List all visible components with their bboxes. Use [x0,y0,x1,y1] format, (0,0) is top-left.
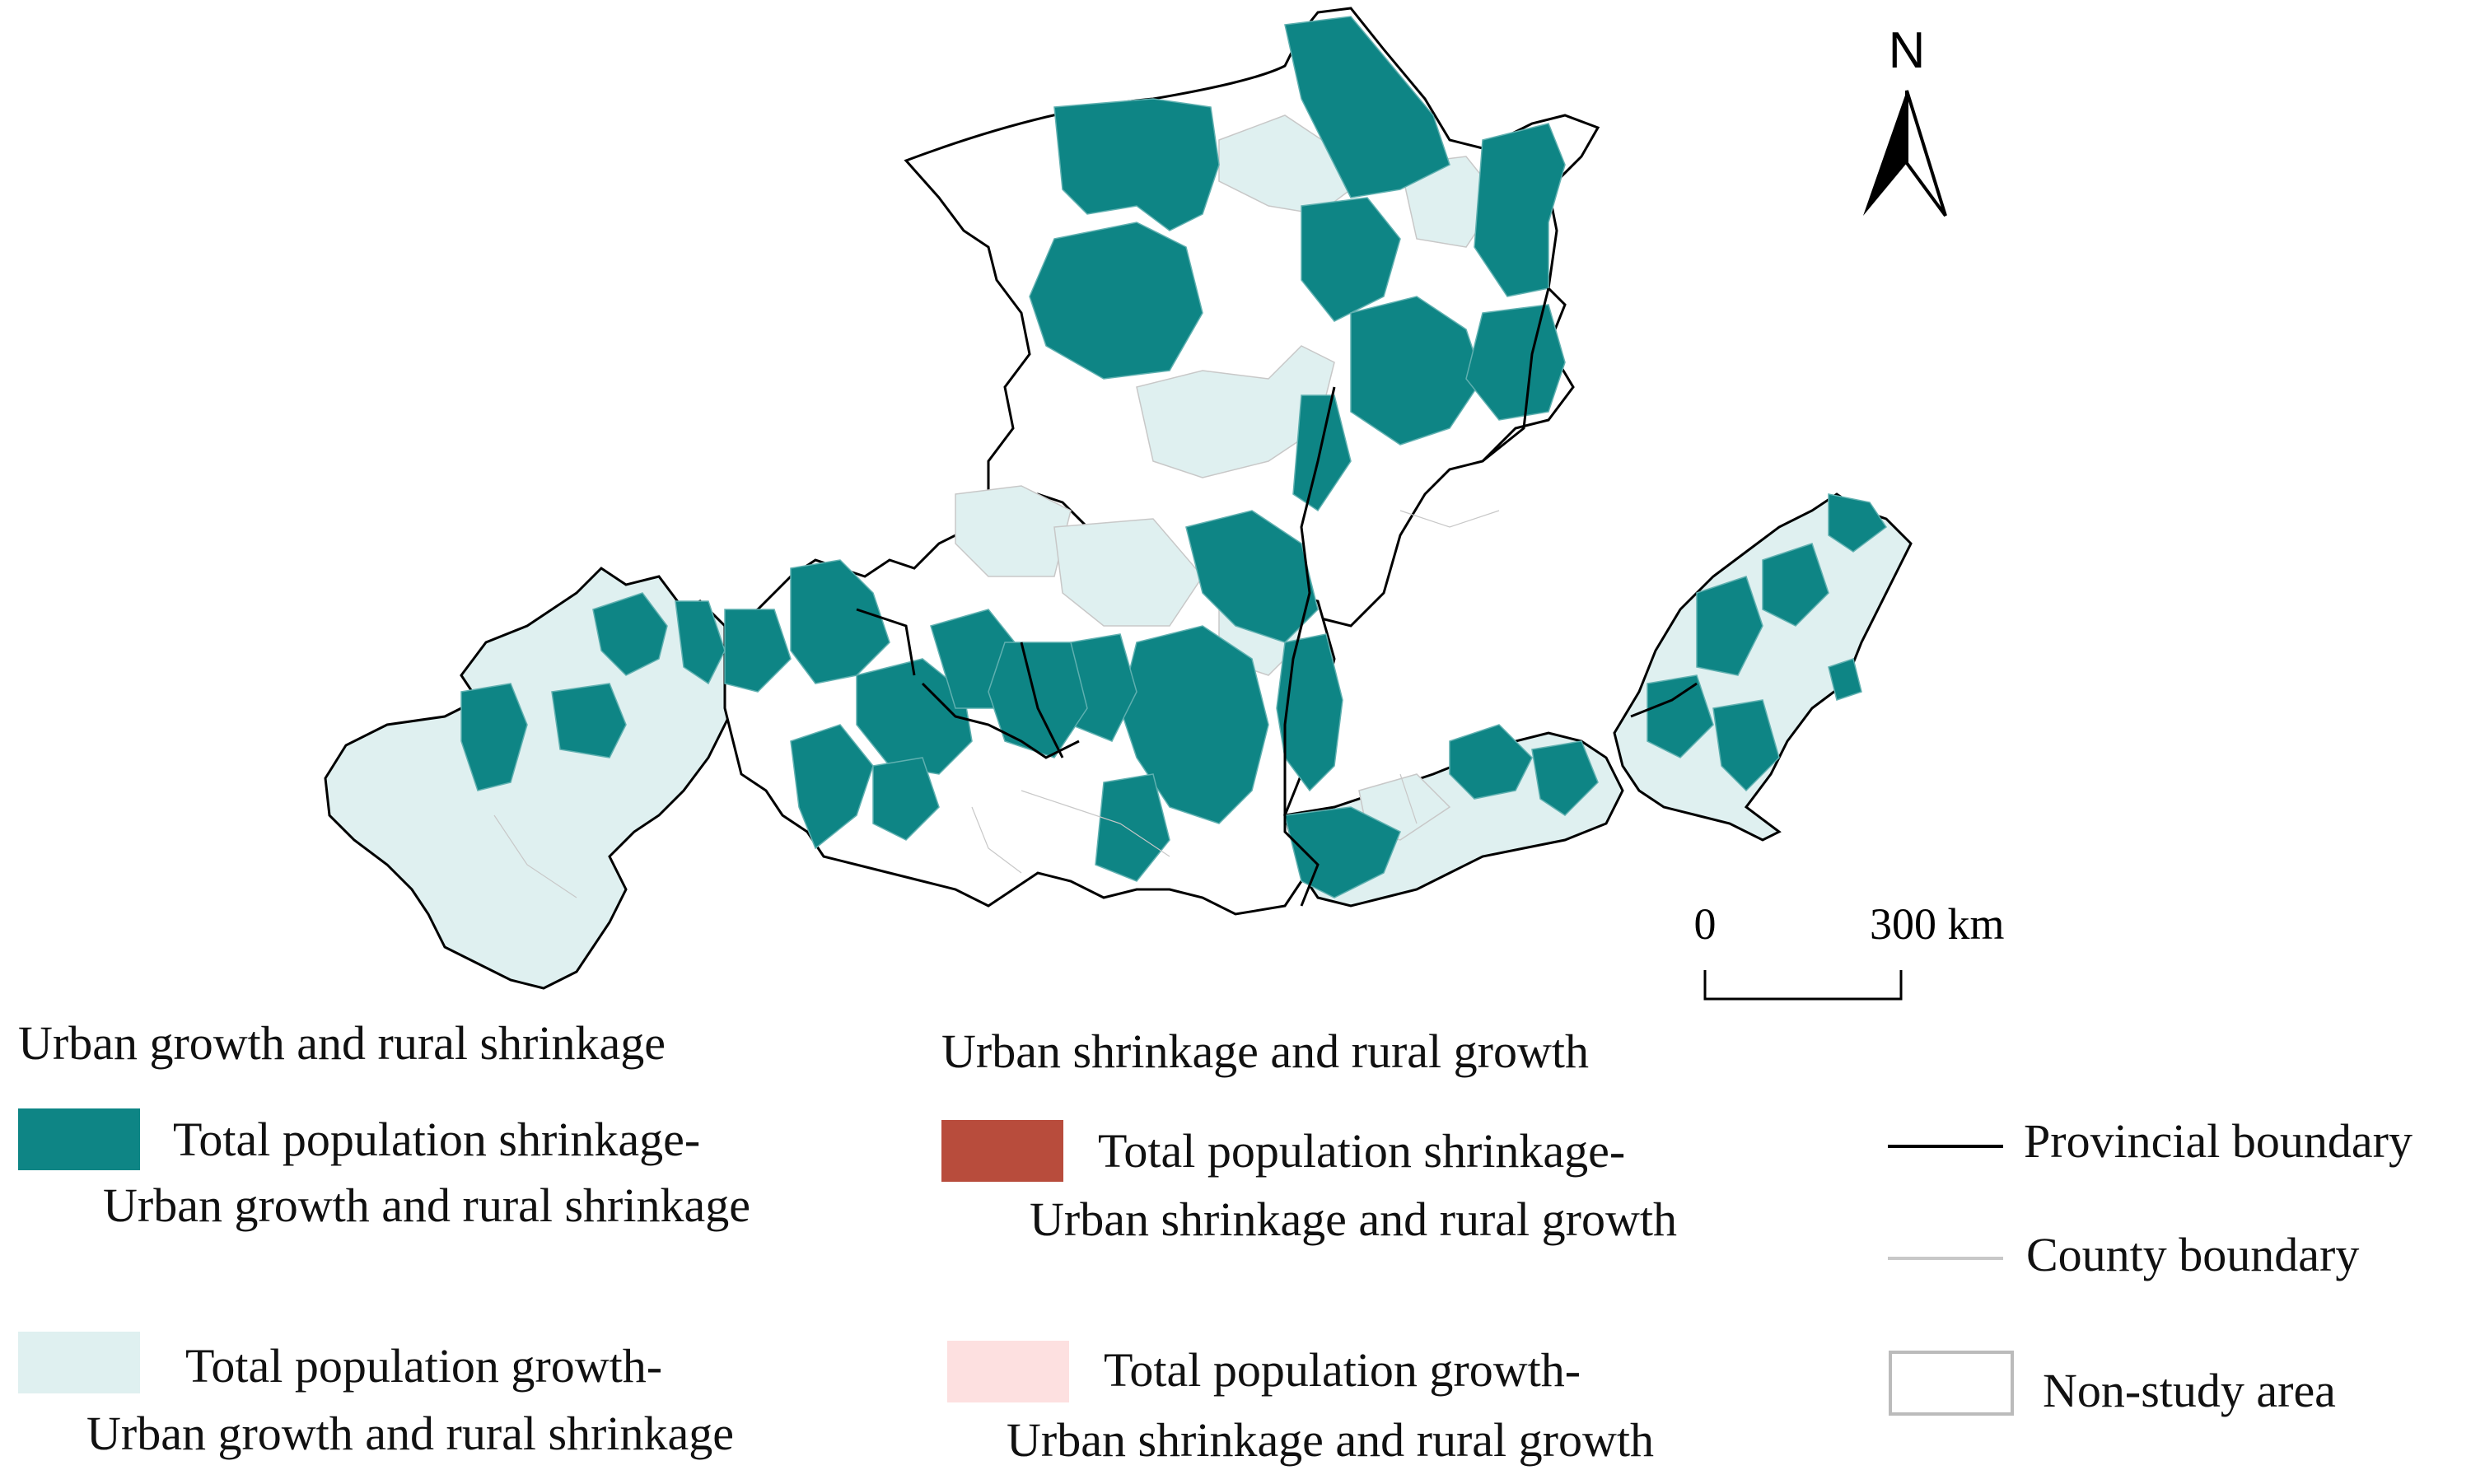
provincial-boundary-shaanxi-shanxi [1283,386,1336,907]
legend-item-3-line1: Total population shrinkage- [1098,1124,1626,1178]
shrink-area-n6 [1350,296,1483,446]
shrink-area-e6 [1828,658,1862,701]
shrink-area-e4 [1712,699,1780,792]
legend-county-label: County boundary [2026,1228,2360,1281]
shrink-area-se-1 [1449,724,1533,800]
shrink-area-far-west-3 [592,592,668,676]
county-boundaries [493,510,1500,898]
legend-item-4-line2: Urban shrinkage and rural growth [1007,1413,1654,1467]
legend-group-left-title: Urban growth and rural shrinkage [18,1016,666,1070]
growth-area-centre [955,485,1072,577]
legend-swatch-growth-urban-growth [18,1332,140,1393]
provincial-boundary-shanxi-hebei [1482,287,1550,463]
north-arrow-left-half [1863,91,1907,216]
shrink-area-e1 [1696,576,1763,676]
legend-item-3-line2: Urban shrinkage and rural growth [1030,1192,1677,1246]
shrink-area-se-2 [1531,740,1599,816]
county-boundary [1399,773,1418,824]
legend-item-2-line1: Total population growth- [185,1339,663,1393]
shrink-area-n7 [1465,304,1566,421]
scale-start-label: 0 [1694,899,1717,949]
legend-item-1-line2: Urban growth and rural shrinkage [103,1178,750,1232]
legend-swatch-growth-urban-shrink [947,1341,1069,1402]
county-boundary [1399,510,1500,528]
legend-provincial-label: Provincial boundary [2024,1114,2413,1168]
county-boundary [493,814,577,898]
shrink-area-c3 [1276,633,1343,792]
shrink-area-far-west-2 [551,683,627,758]
shrink-area-n2 [1029,222,1203,380]
shrink-area-n5 [1474,123,1566,297]
north-arrow: N [1863,22,1947,217]
shrink-area-w2 [724,609,792,693]
legend-swatch-shrink-urban-growth [18,1108,140,1170]
shrink-area-e2 [1762,543,1829,627]
scale-bar-line [1703,970,1903,1001]
shrink-area-w3 [856,658,973,775]
shrink-area-w5 [988,642,1088,758]
shrink-area-w6 [790,724,874,850]
shrink-area-far-west-4 [675,600,726,685]
scale-end-label: 300 km [1870,899,2005,949]
scale-bar: 0 300 km [1694,899,2005,1001]
legend-non-study-label: Non-study area [2043,1364,2336,1417]
provincial-boundary-east [1630,682,1698,718]
growth-area-centre-2 [1053,518,1203,627]
west-region [324,567,751,990]
county-boundary [971,806,1022,874]
provincial-boundary-gansu [856,608,916,676]
shrink-area-c7 [1095,773,1170,882]
legend-non-study-box [1889,1351,2014,1416]
legend-group-right-title: Urban shrinkage and rural growth [941,1024,1589,1078]
provincial-boundary-central-west [921,682,1080,759]
county-boundary [1021,790,1170,857]
shrink-area-w7 [872,757,940,841]
shrink-area-c2 [1292,394,1352,512]
legend-swatch-shrink-urban-shrink [941,1120,1063,1182]
shrink-area-e5 [1828,493,1888,553]
shrink-area-e3 [1647,674,1714,758]
shrink-area-n4 [1301,197,1401,322]
legend-item-2-line2: Urban growth and rural shrinkage [86,1407,734,1460]
shrinkage-areas [460,16,1888,898]
legend-symbols [18,1108,2014,1416]
shrink-area-n3 [1284,16,1450,198]
shrink-area-w1 [790,559,890,684]
provincial-boundaries [856,287,1698,907]
north-arrow-right-half [1905,90,1947,217]
shrink-area-c4 [1119,625,1269,824]
shrink-area-n1 [1053,98,1220,231]
east-peninsula [1613,492,1913,842]
legend-item-4-line1: Total population growth- [1104,1343,1581,1397]
provincial-boundary-ningxia [1020,642,1064,758]
north-label: N [1889,22,1926,79]
shrink-area-far-west-1 [460,683,528,791]
legend-item-1-line1: Total population shrinkage- [173,1113,701,1166]
